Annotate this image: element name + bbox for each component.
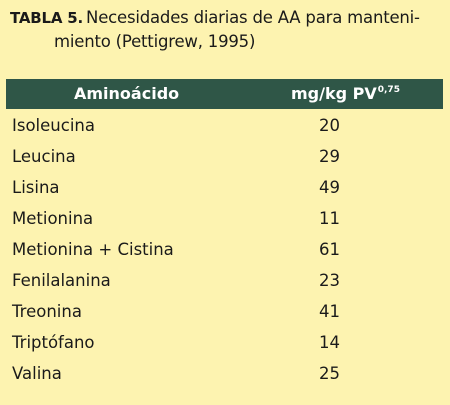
table-row: Metionina 11 (6, 204, 443, 235)
row-aminoacid: Isoleucina (12, 116, 95, 135)
row-value: 41 (319, 302, 340, 321)
caption-text-line2: miento (Pettigrew, 1995) (54, 32, 256, 51)
row-aminoacid: Triptófano (12, 333, 95, 352)
row-aminoacid: Valina (12, 364, 62, 383)
row-value: 25 (319, 364, 340, 383)
row-value: 23 (319, 271, 340, 290)
row-value: 49 (319, 178, 340, 197)
caption-label: TABLA 5. (10, 9, 84, 27)
table-row: Metionina + Cistina 61 (6, 235, 443, 266)
table-row: Treonina 41 (6, 297, 443, 328)
row-value: 14 (319, 333, 340, 352)
table-row: Leucina 29 (6, 142, 443, 173)
table-row: Valina 25 (6, 359, 443, 390)
row-aminoacid: Lisina (12, 178, 60, 197)
table-body: Isoleucina 20 Leucina 29 Lisina 49 Metio… (6, 109, 443, 390)
header-unit: mg/kg PV (291, 84, 377, 103)
row-aminoacid: Metionina + Cistina (12, 240, 174, 259)
row-value: 29 (319, 147, 340, 166)
row-value: 61 (319, 240, 340, 259)
row-value: 11 (319, 209, 340, 228)
table-row: Isoleucina 20 (6, 111, 443, 142)
row-aminoacid: Leucina (12, 147, 76, 166)
header-mg-kg-pv: mg/kg PV0,75 (291, 84, 400, 103)
header-exponent: 0,75 (377, 85, 400, 95)
caption-text-line1: Necesidades diarias de AA para manteni- (86, 8, 420, 27)
table-caption: TABLA 5. Necesidades diarias de AA para m… (10, 6, 444, 54)
amino-acid-table: Aminoácido mg/kg PV0,75 Isoleucina 20 Le… (6, 79, 443, 390)
table-row: Lisina 49 (6, 173, 443, 204)
row-value: 20 (319, 116, 340, 135)
row-aminoacid: Fenilalanina (12, 271, 111, 290)
table-header: Aminoácido mg/kg PV0,75 (6, 79, 443, 109)
header-aminoacido: Aminoácido (74, 84, 180, 103)
table-row: Triptófano 14 (6, 328, 443, 359)
row-aminoacid: Treonina (12, 302, 82, 321)
row-aminoacid: Metionina (12, 209, 94, 228)
table-row: Fenilalanina 23 (6, 266, 443, 297)
